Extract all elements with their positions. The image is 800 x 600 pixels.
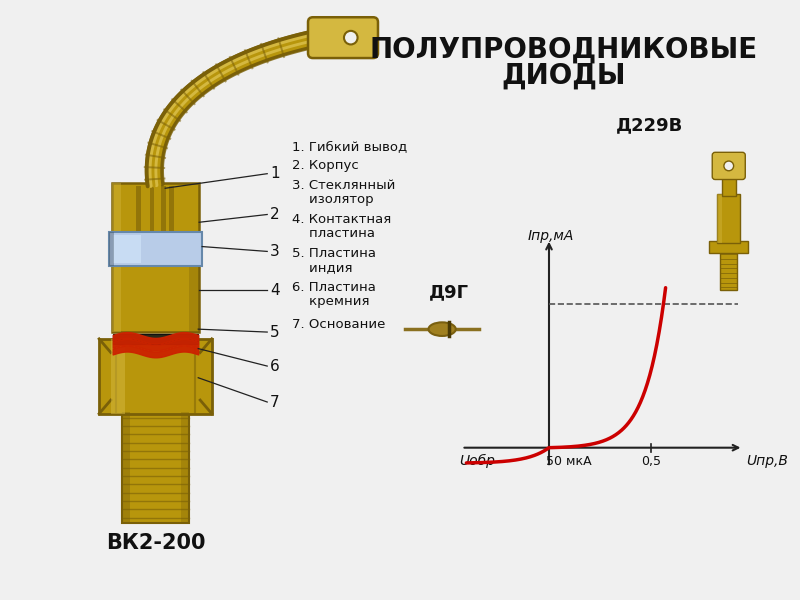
FancyBboxPatch shape <box>109 232 202 266</box>
Text: 6: 6 <box>270 359 280 374</box>
Text: 4. Контактная: 4. Контактная <box>291 213 390 226</box>
Text: 6. Пластина: 6. Пластина <box>291 281 375 294</box>
FancyBboxPatch shape <box>122 412 130 523</box>
FancyBboxPatch shape <box>112 261 122 332</box>
FancyBboxPatch shape <box>712 152 746 179</box>
FancyBboxPatch shape <box>308 17 378 58</box>
FancyBboxPatch shape <box>99 339 212 413</box>
Circle shape <box>344 31 358 44</box>
Text: Iпр,мА: Iпр,мА <box>528 229 574 243</box>
Text: 2: 2 <box>270 207 280 222</box>
Text: Д229В: Д229В <box>615 116 682 134</box>
Circle shape <box>724 161 734 171</box>
Text: 1: 1 <box>270 166 280 181</box>
FancyBboxPatch shape <box>112 184 199 234</box>
FancyBboxPatch shape <box>112 184 122 234</box>
Text: ДИОДЫ: ДИОДЫ <box>502 62 626 90</box>
Text: 0,5: 0,5 <box>641 455 661 468</box>
Text: Uпр,В: Uпр,В <box>746 454 788 468</box>
FancyBboxPatch shape <box>112 261 199 332</box>
Text: 50 мкА: 50 мкА <box>546 455 591 468</box>
Text: ВК2-200: ВК2-200 <box>106 533 206 553</box>
Text: 7. Основание: 7. Основание <box>291 318 385 331</box>
FancyBboxPatch shape <box>162 187 166 231</box>
Text: ПОЛУПРОВОДНИКОВЫЕ: ПОЛУПРОВОДНИКОВЫЕ <box>370 36 758 64</box>
Text: 7: 7 <box>270 395 280 410</box>
Text: 5. Пластина: 5. Пластина <box>291 247 375 260</box>
FancyBboxPatch shape <box>136 187 141 231</box>
FancyBboxPatch shape <box>717 194 741 242</box>
FancyBboxPatch shape <box>169 187 174 231</box>
Text: кремния: кремния <box>291 295 369 308</box>
FancyBboxPatch shape <box>109 232 114 266</box>
FancyBboxPatch shape <box>720 251 738 290</box>
FancyBboxPatch shape <box>722 175 735 196</box>
FancyBboxPatch shape <box>150 187 154 231</box>
Text: Д9Г: Д9Г <box>429 283 469 301</box>
FancyBboxPatch shape <box>113 235 141 263</box>
FancyBboxPatch shape <box>122 412 189 523</box>
Text: пластина: пластина <box>291 227 374 241</box>
Text: 2. Корпус: 2. Корпус <box>291 160 358 172</box>
FancyBboxPatch shape <box>181 412 189 523</box>
Text: изолятор: изолятор <box>291 193 373 206</box>
FancyBboxPatch shape <box>110 339 126 413</box>
Text: 5: 5 <box>270 325 280 340</box>
Text: индия: индия <box>291 262 352 274</box>
FancyBboxPatch shape <box>710 241 748 253</box>
Text: 1. Гибкий вывод: 1. Гибкий вывод <box>291 140 406 153</box>
Text: 3. Стеклянный: 3. Стеклянный <box>291 179 395 192</box>
FancyBboxPatch shape <box>717 194 722 242</box>
Text: Uобр: Uобр <box>460 454 495 469</box>
FancyBboxPatch shape <box>190 261 199 332</box>
Text: 4: 4 <box>270 283 280 298</box>
FancyBboxPatch shape <box>113 334 198 344</box>
Text: 3: 3 <box>270 244 280 259</box>
Ellipse shape <box>429 322 456 336</box>
